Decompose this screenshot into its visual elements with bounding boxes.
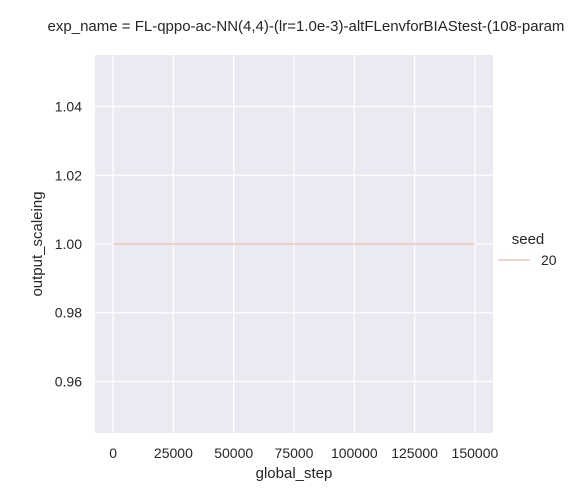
x-tick-label: 100000 [331,445,378,461]
y-tick-label: 1.00 [55,236,82,252]
y-axis-label: output_scaleing [29,191,46,296]
y-tick-label: 1.02 [55,167,82,183]
x-tick-label: 75000 [275,445,314,461]
x-axis-label: global_step [256,465,333,482]
legend-title: seed [512,231,545,248]
x-tick-label: 25000 [154,445,193,461]
x-tick-label: 150000 [452,445,499,461]
x-tick-label: 125000 [391,445,438,461]
legend: seed 20 [498,231,557,268]
x-tick-label: 50000 [214,445,253,461]
legend-entry-label: 20 [541,252,557,268]
y-tick-label: 0.96 [55,373,82,389]
x-tick-label: 0 [109,445,117,461]
chart-title: exp_name = FL-qppo-ac-NN(4,4)-(lr=1.0e-3… [48,18,565,35]
y-tick-label: 0.98 [55,305,82,321]
y-tick-label: 1.04 [55,99,82,115]
x-axis-ticks: 0 25000 50000 75000 100000 125000 150000 [109,445,498,461]
y-axis-ticks: 0.96 0.98 1.00 1.02 1.04 [55,99,82,390]
